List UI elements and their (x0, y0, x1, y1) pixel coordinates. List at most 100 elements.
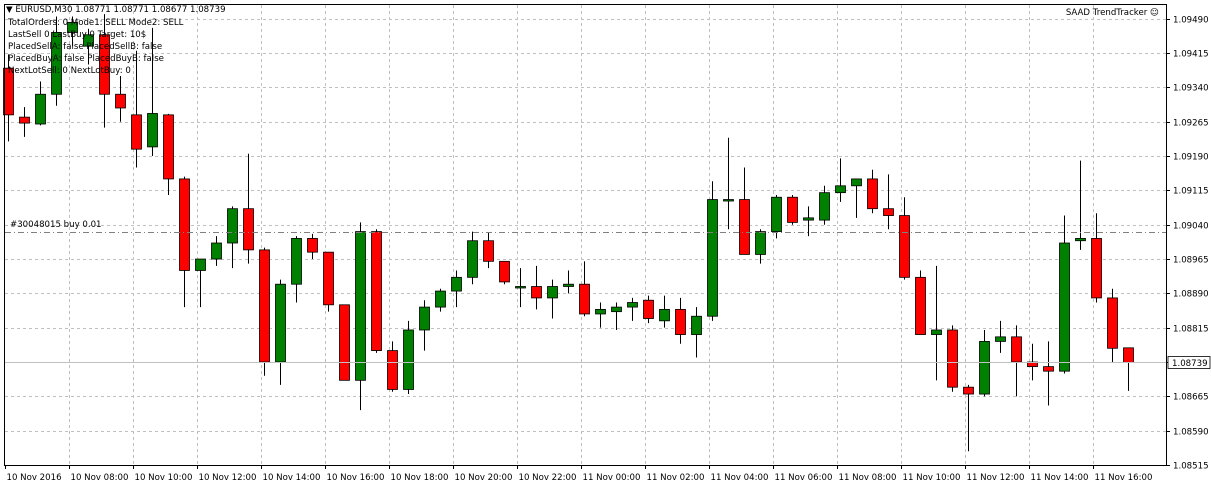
candle-bear (579, 283, 590, 315)
price-axis[interactable]: 1.09490 1.09415 1.09340 1.09265 1.09190 1.091… (1166, 16, 1211, 472)
candle-bear (259, 249, 270, 363)
candle-bear (1011, 336, 1022, 363)
candle-bull (835, 185, 846, 194)
plot-border (4, 4, 1167, 466)
candle-bear (643, 299, 654, 319)
candle-bull (83, 34, 94, 47)
candle-bull (403, 329, 414, 390)
y-tick-label: 1.08815 (1173, 325, 1209, 335)
x-tick-label: 11 Nov 02:00 (647, 473, 705, 483)
candle-bear (99, 34, 110, 95)
candle-bear (899, 215, 910, 278)
x-tick-label: 10 Nov 14:00 (263, 473, 321, 483)
current-price-label: 1.08739 (1172, 359, 1208, 369)
candle-bull (611, 306, 622, 313)
candle-bear (323, 251, 334, 306)
candle-bear (387, 350, 398, 390)
y-tick-label: 1.08890 (1173, 290, 1209, 300)
symbol-ohlc-readout: EURUSD,M30 1.08771 1.08771 1.08677 1.087… (15, 5, 226, 15)
candle-bull (979, 341, 990, 395)
candle-bull (755, 231, 766, 255)
ea-status-line-5: NextLotSell: 0 NextLotBuy: 0 (8, 66, 131, 76)
candle-bull (659, 308, 670, 322)
y-tick-label: 1.09265 (1173, 119, 1209, 129)
chart-overlays (5, 232, 1166, 363)
x-tick-label: 11 Nov 08:00 (839, 473, 897, 483)
smiley-icon: ☺ (1150, 8, 1159, 18)
candle-bull (771, 196, 782, 232)
candle-bull (355, 231, 366, 381)
candle-bull (435, 290, 446, 308)
candle-bull (51, 32, 62, 95)
indicator-label: SAAD TrendTracker ☺ (1066, 8, 1159, 18)
order-line-label: #30048015 buy 0.01 (10, 220, 102, 230)
x-tick-label: 11 Nov 00:00 (583, 473, 641, 483)
candle-bear (131, 114, 142, 150)
x-tick-label: 11 Nov 06:00 (775, 473, 833, 483)
candle-bear (915, 276, 926, 335)
candle-bear (371, 231, 382, 351)
x-tick-label: 11 Nov 10:00 (903, 473, 961, 483)
ea-status-line-1: TotalOrders: 0 Mode1: SELL Mode2: SELL (8, 18, 184, 28)
x-tick-label: 11 Nov 12:00 (967, 473, 1025, 483)
candle-bull (931, 329, 942, 335)
candle-bull (819, 192, 830, 221)
candle-bear (883, 208, 894, 216)
y-tick-label: 1.08965 (1173, 256, 1209, 266)
candle-bull (803, 217, 814, 221)
y-tick-label: 1.09040 (1173, 222, 1209, 232)
candle-bull (451, 276, 462, 292)
candle-bull (275, 283, 286, 363)
candle-bull (547, 286, 558, 299)
candle-bear (483, 240, 494, 262)
candle-bull (707, 199, 718, 317)
candle-bull (851, 178, 862, 187)
x-tick-label: 10 Nov 22:00 (519, 473, 577, 483)
candle-bull (195, 258, 206, 271)
candle-bull (35, 93, 46, 125)
candle-bull (691, 315, 702, 335)
candle-bear (19, 116, 30, 124)
candle-bull (147, 113, 158, 148)
current-price-tag: 1.08739 (1167, 356, 1211, 369)
y-tick-label: 1.09115 (1173, 187, 1209, 197)
candle-bull (595, 308, 606, 315)
y-tick-label: 1.09415 (1173, 50, 1209, 60)
candle-bull (995, 336, 1006, 342)
candle-bull (723, 199, 734, 202)
candle-series (3, 14, 1134, 452)
candle-bear (3, 67, 14, 116)
x-tick-label: 10 Nov 10:00 (135, 473, 193, 483)
x-tick-label: 10 Nov 12:00 (199, 473, 257, 483)
x-tick-label: 10 Nov 08:00 (71, 473, 129, 483)
x-tick-label: 10 Nov 16:00 (327, 473, 385, 483)
candle-bull (291, 238, 302, 285)
candle-bear (531, 286, 542, 299)
candle-bull (1075, 238, 1086, 242)
collapse-triangle-icon[interactable]: ▼ (6, 5, 13, 15)
candle-bull (227, 208, 238, 244)
y-tick-label: 1.09340 (1173, 84, 1209, 94)
candle-bear (1091, 238, 1102, 299)
ea-status-line-3: PlacedSellA: false PlacedSellB: false (8, 42, 163, 52)
y-tick-label: 1.09490 (1173, 16, 1209, 26)
candle-bull (563, 283, 574, 287)
y-tick-label: 1.09190 (1173, 153, 1209, 163)
candle-bull (211, 242, 222, 260)
candle-bear (867, 178, 878, 210)
candle-bear (339, 304, 350, 381)
price-tag-box (1167, 356, 1211, 369)
candle-bear (675, 308, 686, 335)
candle-bear (307, 238, 318, 253)
symbol-header: ▼ EURUSD,M30 1.08771 1.08771 1.08677 1.0… (6, 5, 226, 15)
candle-bear (1123, 347, 1134, 363)
x-tick-label: 10 Nov 2016 (7, 473, 62, 483)
ea-status-line-2: LastSell 0 LastBuy 0 Target: 10$ (8, 30, 147, 40)
time-axis[interactable]: 10 Nov 2016 10 Nov 08:00 10 Nov 10:00 10 No… (5, 465, 1153, 483)
x-tick-label: 10 Nov 20:00 (455, 473, 513, 483)
y-tick-label: 1.08590 (1173, 428, 1209, 438)
x-tick-label: 11 Nov 04:00 (711, 473, 769, 483)
candle-bear (1043, 366, 1054, 372)
